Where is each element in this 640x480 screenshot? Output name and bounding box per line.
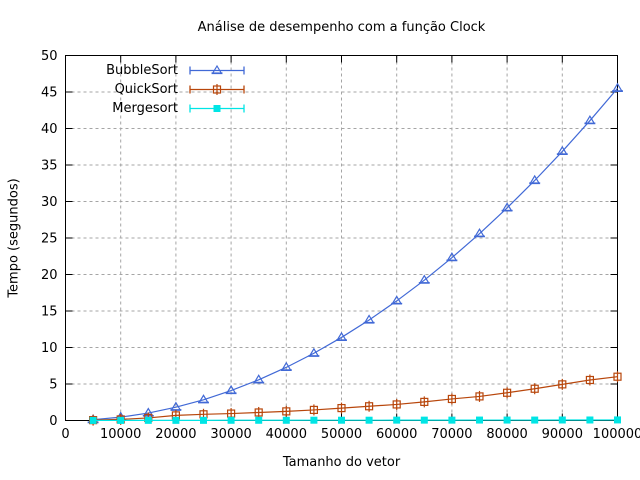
svg-text:45: 45 (41, 86, 58, 101)
svg-text:50: 50 (41, 49, 58, 64)
x-axis-title: Tamanho do vetor (282, 455, 401, 470)
mergesort-line-sample-icon (189, 104, 245, 113)
svg-text:25: 25 (41, 232, 58, 247)
legend-label-quicksort: QuickSort (114, 82, 178, 97)
svg-text:100000: 100000 (593, 427, 640, 442)
svg-text:20000: 20000 (155, 427, 196, 442)
svg-text:70000: 70000 (431, 427, 472, 442)
legend-item-mergesort: Mergesort (70, 99, 246, 118)
y-axis-title: Tempo (segundos) (6, 178, 22, 298)
svg-text:30: 30 (41, 195, 58, 210)
svg-text:5: 5 (49, 378, 57, 393)
legend-label-bubblesort: BubbleSort (106, 63, 178, 78)
svg-text:0: 0 (61, 427, 69, 442)
svg-text:35: 35 (41, 159, 58, 174)
svg-text:20: 20 (41, 268, 58, 283)
svg-text:50000: 50000 (321, 427, 362, 442)
svg-text:60000: 60000 (376, 427, 417, 442)
svg-text:0: 0 (49, 414, 57, 429)
svg-text:40000: 40000 (266, 427, 307, 442)
bubblesort-line-sample-icon (189, 64, 245, 75)
svg-text:10000: 10000 (100, 427, 141, 442)
legend-item-quicksort: QuickSort (70, 80, 246, 99)
svg-text:15: 15 (41, 305, 58, 320)
svg-text:40: 40 (41, 122, 58, 137)
svg-text:80000: 80000 (486, 427, 527, 442)
svg-text:10: 10 (41, 341, 58, 356)
svg-text:90000: 90000 (542, 427, 583, 442)
chart-title: Análise de desempenho com a função Clock (197, 20, 486, 35)
legend-label-mergesort: Mergesort (112, 101, 178, 116)
legend: BubbleSort QuickSort Mergesort (70, 61, 246, 118)
quicksort-line-sample-icon (189, 84, 245, 95)
svg-text:30000: 30000 (210, 427, 251, 442)
legend-item-bubblesort: BubbleSort (70, 61, 246, 80)
